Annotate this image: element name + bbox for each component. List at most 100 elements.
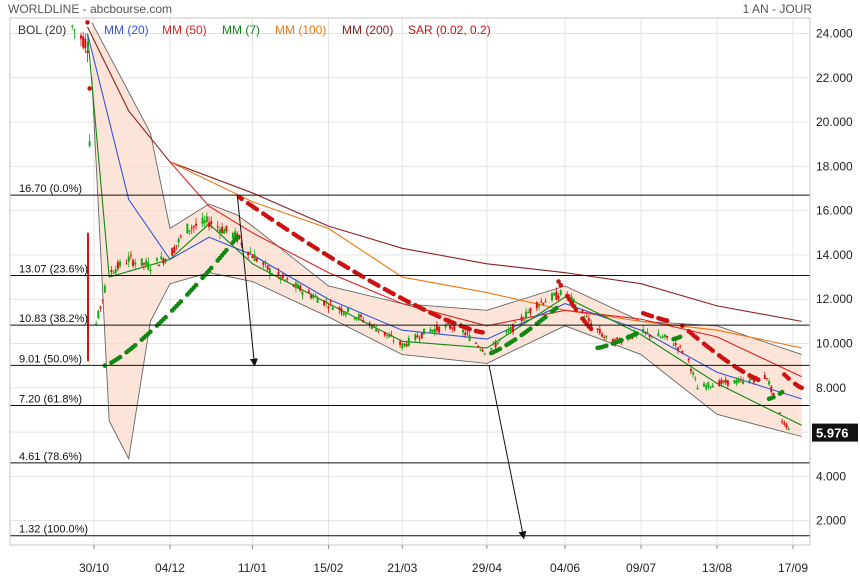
candle-body [179,235,182,237]
candle-body [418,338,421,340]
sar-dot [178,299,184,304]
fibonacci-label: 1.32 (100.0%) [19,524,88,536]
series-line-mm-20 [86,33,802,400]
candle-body [416,335,419,338]
candle-body [99,306,102,309]
bollinger-upper-line [91,22,802,355]
candle-body [529,308,532,314]
candle-body [247,251,250,256]
sar-dot [569,300,574,306]
candle-body [494,343,497,348]
candle-body [127,256,130,262]
sar-dot [564,293,570,299]
candle-body [73,29,76,31]
candle-body [132,260,135,266]
trend-arrow [236,195,258,367]
candle-body [781,420,784,423]
candle-body [342,312,345,315]
y-tick-label: 10.000 [816,337,853,351]
candle-body [490,348,493,350]
candle-body [505,331,508,333]
candle-body [370,325,373,329]
sar-dot [234,234,240,240]
candle-body [210,221,213,225]
sar-dot [85,20,90,25]
sar-dot [254,207,260,212]
sar-dot [345,265,351,271]
candle-body [535,302,538,309]
candle-body [659,336,662,338]
sar-dot [649,313,655,319]
candle-body [327,306,330,309]
sar-dot [467,326,472,332]
sar-dot [376,283,381,288]
candle-body [422,328,425,335]
candle-body [223,229,226,234]
y-tick-label: 18.000 [816,159,853,173]
candle-body [164,258,167,263]
candle-body [705,385,708,390]
candle-body [650,336,653,338]
candle-body [149,269,152,272]
candle-body [603,336,606,338]
candle-body [616,337,619,340]
candle-body [297,284,300,289]
sar-dot [512,337,518,342]
candle-body [446,323,449,325]
candle-body [221,226,224,234]
sar-dot [664,318,670,323]
candle-body [340,308,343,313]
sar-dot [799,385,804,391]
candle-body [401,343,404,349]
sar-dot [300,237,305,242]
sar-dot [779,389,785,395]
candle-body [557,295,560,299]
y-tick-label: 22.000 [816,71,853,85]
sar-dot [558,282,564,288]
candle-body [468,334,471,341]
candle-body [312,295,315,299]
candle-body [498,339,501,341]
candle-body [101,299,104,301]
candle-body [186,223,189,234]
candle-body [687,358,690,361]
candle-body [316,298,319,303]
candle-body [596,328,599,330]
sar-dot [740,369,746,374]
candle-body [240,242,243,246]
candle-body [314,295,317,297]
y-tick-label: 24.000 [816,27,853,41]
candle-body [386,334,389,336]
candle-body [718,380,721,387]
sar-dot [452,320,457,326]
candle-body [251,255,254,259]
candle-body [648,334,651,337]
candle-body [666,335,669,338]
candle-body [95,323,98,325]
sar-dot [269,217,275,222]
candle-body [555,291,558,301]
sar-dot [284,227,290,232]
candle-body [726,380,729,386]
candle-body [155,258,158,261]
candle-body [249,251,252,253]
candle-body [360,314,363,317]
candle-body [129,255,132,257]
candle-body [477,345,480,347]
candle-body [147,262,150,270]
sar-dot [87,86,92,91]
candle-body [524,311,527,319]
candle-body [205,216,208,222]
candle-body [572,298,575,302]
candle-body [598,328,601,334]
candle-body [307,290,310,293]
candle-body [284,279,287,281]
candle-body [116,261,119,269]
candle-body [742,379,745,384]
sar-dot [679,323,685,329]
sar-dot [677,334,683,340]
sar-dot [224,247,229,253]
x-tick-label: 11/01 [238,561,267,575]
sar-dot [528,326,533,332]
candle-body [435,325,438,331]
